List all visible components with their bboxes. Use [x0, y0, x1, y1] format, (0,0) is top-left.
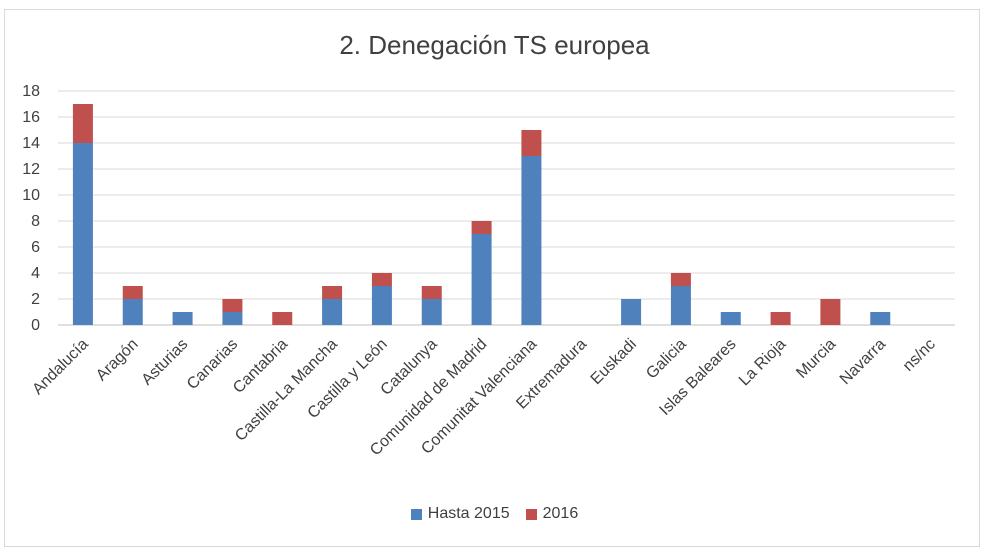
- bar-segment: [621, 299, 642, 325]
- bar-segment: [72, 143, 93, 325]
- bar-segment: [122, 299, 143, 325]
- x-tick-label: Navarra: [837, 336, 889, 388]
- bar-segment: [222, 312, 243, 325]
- legend-swatch-hasta-2015: [410, 508, 422, 520]
- y-tick-label: 4: [31, 265, 40, 282]
- bar-segment: [222, 299, 243, 312]
- x-tick-label: ns/nc: [900, 336, 939, 375]
- legend-swatch-2016: [525, 508, 537, 520]
- bar-segment: [421, 299, 442, 325]
- bar-segment: [521, 156, 542, 325]
- y-tick-label: 2: [31, 291, 40, 308]
- legend-label-hasta-2015: Hasta 2015: [427, 505, 510, 522]
- bar-segment: [371, 286, 392, 325]
- y-tick-label: 8: [31, 213, 40, 230]
- bar-segment: [172, 312, 193, 325]
- bar-segment: [72, 104, 93, 143]
- x-tick-label: Aragón: [93, 336, 142, 385]
- legend-item-2016: 2016: [525, 505, 579, 523]
- bar-segment: [272, 312, 293, 325]
- legend-item-hasta-2015: Hasta 2015: [410, 505, 510, 523]
- bar-segment: [670, 286, 691, 325]
- bar-segment: [820, 299, 841, 325]
- x-tick-label: Euskadi: [588, 336, 640, 388]
- bar-segment: [322, 299, 343, 325]
- chart-legend: Hasta 2015 2016: [0, 505, 989, 523]
- y-tick-label: 6: [31, 239, 40, 256]
- bar-segment: [122, 286, 143, 299]
- x-tick-label: Murcia: [793, 336, 839, 382]
- chart-title: 2. Denegación TS europea: [339, 30, 650, 60]
- bar-segment: [322, 286, 343, 299]
- legend-label-2016: 2016: [542, 505, 579, 522]
- bar-segment: [670, 273, 691, 286]
- x-tick-label: Andalucía: [29, 336, 91, 398]
- chart-frame: [4, 9, 980, 547]
- bar-segment: [521, 130, 542, 156]
- x-tick-label: La Rioja: [736, 336, 790, 390]
- bar-segment: [371, 273, 392, 286]
- y-tick-label: 12: [22, 161, 40, 178]
- y-tick-label: 16: [22, 109, 40, 126]
- bar-segment: [720, 312, 741, 325]
- y-tick-label: 18: [22, 83, 40, 100]
- bar-segment: [770, 312, 791, 325]
- bar-segment: [421, 286, 442, 299]
- y-tick-label: 14: [22, 135, 40, 152]
- bar-segment: [471, 221, 492, 234]
- y-tick-label: 10: [22, 187, 40, 204]
- bar-segment: [870, 312, 891, 325]
- x-tick-label: Galicia: [643, 336, 690, 383]
- bar-segment: [471, 234, 492, 325]
- y-tick-label: 0: [31, 317, 40, 334]
